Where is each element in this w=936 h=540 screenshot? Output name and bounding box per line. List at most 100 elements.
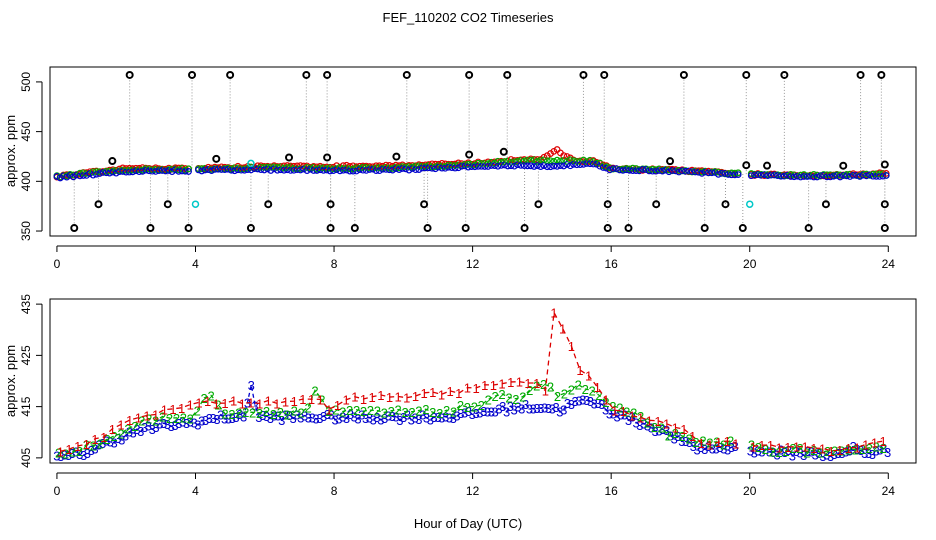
series2-point	[93, 168, 100, 176]
series3-point	[678, 167, 686, 175]
series3-point: 3	[248, 378, 255, 393]
series2-point: 2	[263, 404, 270, 419]
series3-point: 3	[591, 396, 598, 411]
series3-point: 3	[152, 420, 159, 435]
series1-point: 1	[91, 432, 98, 447]
series1-point: 1	[395, 389, 402, 404]
series2-point: 2	[83, 438, 90, 453]
series2-point: 2	[242, 405, 249, 420]
series2-point	[484, 160, 492, 168]
series3-point: 3	[366, 410, 373, 425]
series3-point: 3	[411, 410, 418, 425]
series2-point: 2	[575, 378, 582, 393]
series3-point: 3	[747, 444, 754, 459]
series2-point	[846, 170, 854, 178]
series3-point: 3	[301, 409, 308, 424]
flag-point	[600, 70, 609, 79]
series3-point	[662, 166, 670, 174]
series1-point: 1	[611, 403, 618, 418]
series1-point: 1	[65, 442, 72, 457]
series3-point	[543, 163, 551, 171]
series1-point: 1	[516, 375, 523, 390]
series3-point	[810, 173, 818, 181]
series2-point: 2	[277, 405, 284, 420]
series1-point: 1	[161, 403, 168, 418]
series3-point: 3	[693, 442, 700, 457]
series1-point: 1	[594, 380, 601, 395]
series1-point: 1	[239, 396, 246, 411]
flag-point	[679, 70, 688, 79]
series1-point: 1	[585, 369, 592, 384]
flag-point	[880, 160, 889, 169]
flag-point	[503, 70, 512, 79]
series1-point: 1	[83, 437, 90, 452]
series2-point: 2	[699, 433, 706, 448]
series3-point: 3	[335, 411, 342, 426]
series1-point: 1	[706, 437, 713, 452]
series1-point: 1	[732, 437, 739, 452]
top-y-axis-label: approx. ppm	[3, 115, 18, 187]
x-tick-label: 16	[604, 257, 618, 271]
series3-point: 3	[564, 396, 571, 411]
series2-point: 2	[256, 406, 263, 421]
series2-point	[879, 170, 887, 178]
series3-point: 3	[644, 418, 651, 433]
series3-point	[533, 162, 541, 169]
series1-point: 1	[628, 409, 635, 424]
series2-point: 2	[817, 445, 824, 460]
series3-point: 3	[697, 440, 704, 455]
series3-point: 3	[179, 415, 186, 430]
series3-point	[507, 162, 515, 170]
series3-point: 3	[164, 417, 171, 432]
series3-point: 3	[236, 407, 243, 422]
series3-point: 3	[796, 446, 803, 461]
series3-point: 3	[869, 447, 876, 462]
series3-point: 3	[137, 424, 144, 439]
series1-point: 1	[420, 386, 427, 401]
series3-point	[122, 168, 130, 176]
series3-point: 3	[751, 446, 758, 461]
series2-point	[570, 157, 577, 165]
series3-point: 3	[434, 410, 441, 425]
series3-point	[599, 164, 607, 171]
series1-point: 1	[646, 413, 653, 428]
series3-point	[612, 165, 620, 173]
series1-point: 1	[256, 396, 263, 411]
y-tick-label: 350	[19, 221, 33, 241]
series1-point: 1	[550, 306, 557, 321]
series2-point: 2	[249, 405, 256, 420]
flag-point	[652, 200, 661, 209]
series3-point: 3	[122, 429, 129, 444]
series2-point: 2	[304, 400, 311, 415]
series3-point: 3	[385, 408, 392, 423]
series2-point: 2	[845, 442, 852, 457]
series2-point: 2	[173, 411, 180, 426]
series1-point: 1	[299, 392, 306, 407]
series1-point: 1	[663, 417, 670, 432]
series1-point: 1	[464, 381, 471, 396]
series2-point: 2	[422, 402, 429, 417]
series2-point: 2	[554, 389, 561, 404]
series2-point: 2	[55, 446, 62, 461]
flag-point	[666, 157, 675, 166]
series1-point: 1	[247, 396, 254, 411]
series1-point: 1	[291, 394, 298, 409]
series2-point: 2	[755, 440, 762, 455]
series2-point: 2	[782, 444, 789, 459]
y-tick-label: 500	[19, 72, 33, 92]
series1-point: 1	[680, 422, 687, 437]
series3-point: 3	[815, 446, 822, 461]
series3-point	[800, 173, 808, 180]
series2-point	[352, 164, 360, 172]
series1-point: 1	[845, 441, 852, 456]
series3-point: 3	[827, 449, 834, 464]
series2-point: 2	[679, 429, 686, 444]
flag-point	[350, 224, 359, 233]
series2-point: 2	[672, 426, 679, 441]
series3-point: 3	[876, 443, 883, 458]
series2-point	[533, 158, 541, 165]
series2-point: 2	[824, 444, 831, 459]
flag-point	[877, 70, 886, 79]
series3-point	[807, 172, 814, 180]
series1-point: 1	[559, 321, 566, 336]
